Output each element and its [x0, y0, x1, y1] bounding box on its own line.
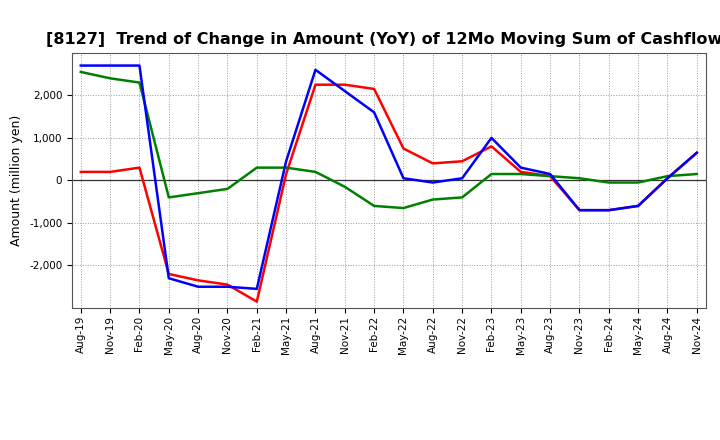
Free Cashflow	[399, 176, 408, 181]
Operating Cashflow	[135, 165, 144, 170]
Free Cashflow	[223, 284, 232, 290]
Free Cashflow	[663, 176, 672, 181]
Investing Cashflow	[487, 171, 496, 176]
Free Cashflow	[253, 286, 261, 292]
Operating Cashflow	[76, 169, 85, 175]
Free Cashflow	[194, 284, 202, 290]
Title: [8127]  Trend of Change in Amount (YoY) of 12Mo Moving Sum of Cashflows: [8127] Trend of Change in Amount (YoY) o…	[46, 33, 720, 48]
Operating Cashflow	[634, 203, 642, 209]
Free Cashflow	[605, 208, 613, 213]
Operating Cashflow	[428, 161, 437, 166]
Y-axis label: Amount (million yen): Amount (million yen)	[11, 115, 24, 246]
Investing Cashflow	[693, 171, 701, 176]
Operating Cashflow	[487, 144, 496, 149]
Operating Cashflow	[223, 282, 232, 287]
Investing Cashflow	[282, 165, 290, 170]
Free Cashflow	[428, 180, 437, 185]
Investing Cashflow	[370, 203, 379, 209]
Operating Cashflow	[311, 82, 320, 87]
Free Cashflow	[370, 110, 379, 115]
Free Cashflow	[106, 63, 114, 68]
Operating Cashflow	[370, 86, 379, 92]
Operating Cashflow	[399, 146, 408, 151]
Investing Cashflow	[458, 195, 467, 200]
Investing Cashflow	[546, 173, 554, 179]
Free Cashflow	[487, 135, 496, 140]
Investing Cashflow	[575, 176, 584, 181]
Investing Cashflow	[663, 173, 672, 179]
Investing Cashflow	[605, 180, 613, 185]
Operating Cashflow	[341, 82, 349, 87]
Investing Cashflow	[341, 184, 349, 189]
Investing Cashflow	[253, 165, 261, 170]
Investing Cashflow	[76, 69, 85, 74]
Free Cashflow	[546, 171, 554, 176]
Investing Cashflow	[223, 186, 232, 191]
Line: Investing Cashflow: Investing Cashflow	[81, 72, 697, 208]
Operating Cashflow	[253, 299, 261, 304]
Investing Cashflow	[516, 171, 525, 176]
Free Cashflow	[311, 67, 320, 73]
Free Cashflow	[135, 63, 144, 68]
Operating Cashflow	[282, 171, 290, 176]
Investing Cashflow	[399, 205, 408, 211]
Investing Cashflow	[428, 197, 437, 202]
Operating Cashflow	[516, 169, 525, 175]
Operating Cashflow	[575, 208, 584, 213]
Free Cashflow	[76, 63, 85, 68]
Investing Cashflow	[164, 195, 173, 200]
Free Cashflow	[634, 203, 642, 209]
Line: Free Cashflow: Free Cashflow	[81, 66, 697, 289]
Free Cashflow	[164, 275, 173, 281]
Free Cashflow	[458, 176, 467, 181]
Investing Cashflow	[135, 80, 144, 85]
Operating Cashflow	[194, 278, 202, 283]
Free Cashflow	[575, 208, 584, 213]
Free Cashflow	[516, 165, 525, 170]
Operating Cashflow	[693, 150, 701, 155]
Free Cashflow	[693, 150, 701, 155]
Investing Cashflow	[634, 180, 642, 185]
Operating Cashflow	[663, 176, 672, 181]
Line: Operating Cashflow: Operating Cashflow	[81, 84, 697, 302]
Free Cashflow	[282, 159, 290, 164]
Operating Cashflow	[164, 271, 173, 277]
Operating Cashflow	[458, 159, 467, 164]
Free Cashflow	[341, 88, 349, 94]
Investing Cashflow	[194, 191, 202, 196]
Operating Cashflow	[546, 173, 554, 179]
Operating Cashflow	[605, 208, 613, 213]
Operating Cashflow	[106, 169, 114, 175]
Investing Cashflow	[106, 76, 114, 81]
Investing Cashflow	[311, 169, 320, 175]
